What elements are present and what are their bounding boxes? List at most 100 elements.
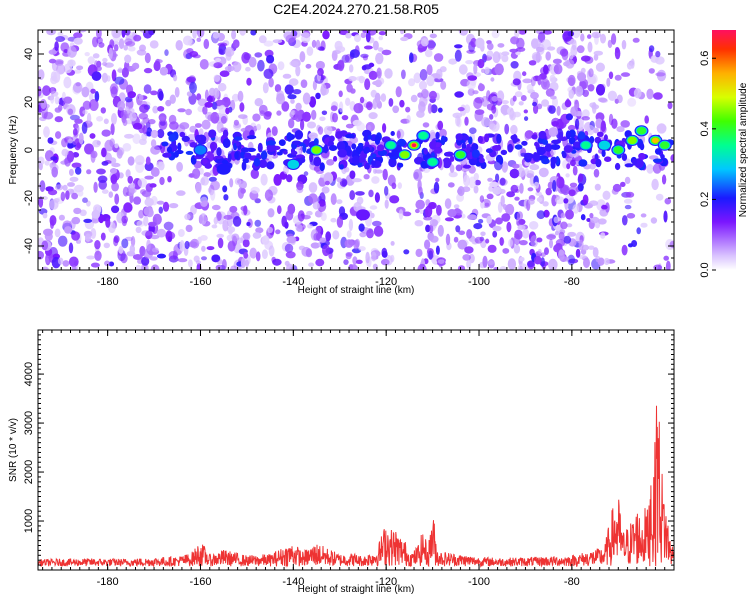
heatmap-noise-blob <box>82 100 92 110</box>
heatmap-noise-blob <box>512 78 521 86</box>
heatmap-noise-blob <box>514 229 523 240</box>
heatmap-noise-blob <box>132 133 141 145</box>
heatmap-noise-blob <box>336 199 343 205</box>
heatmap-noise-blob <box>606 77 611 87</box>
heatmap-noise-blob <box>243 232 251 240</box>
heatmap-noise-blob <box>296 181 304 191</box>
heatmap-noise-blob <box>49 215 57 226</box>
heatmap-noise-blob <box>101 161 109 166</box>
snr-y-axis: 1000 2000 3000 4000 <box>23 329 674 571</box>
heatmap-noise-blob <box>595 62 605 72</box>
heatmap-noise-blob <box>332 50 341 55</box>
heatmap-noise-blob <box>103 242 111 249</box>
heatmap-noise-blob <box>587 84 595 92</box>
heatmap-noise-blob <box>255 251 261 262</box>
heatmap-noise-blob <box>360 53 369 59</box>
heatmap-noise-blob <box>238 114 248 119</box>
heatmap-noise-blob <box>595 84 606 96</box>
heatmap-noise-blob <box>263 111 272 120</box>
heatmap-noise-blob <box>196 37 202 42</box>
x-tick-label: -80 <box>564 576 580 588</box>
heatmap-noise-blob <box>245 66 251 72</box>
heatmap-noise-blob <box>344 239 354 248</box>
heatmap-noise-blob <box>593 50 603 56</box>
heatmap-noise-blob <box>352 178 362 183</box>
heatmap-noise-blob <box>384 185 389 196</box>
heatmap-noise-blob <box>222 219 229 232</box>
heatmap-noise-blob <box>311 39 317 48</box>
heatmap-band-blob <box>323 144 329 154</box>
heatmap-noise-blob <box>189 81 197 94</box>
heatmap-noise-blob <box>514 196 520 201</box>
heatmap-noise-blob <box>518 30 527 35</box>
heatmap-noise-blob <box>123 133 134 139</box>
heatmap-noise-blob <box>598 97 608 103</box>
heatmap-noise-blob <box>101 147 107 158</box>
heatmap-noise-blob <box>94 250 102 261</box>
heatmap-band-blob <box>266 161 275 170</box>
heatmap-noise-blob <box>89 99 99 111</box>
heatmap-noise-blob <box>371 176 380 184</box>
heatmap-noise-blob <box>218 104 227 115</box>
heatmap-noise-blob <box>122 118 128 127</box>
heatmap-band-blob <box>660 154 665 160</box>
heatmap-noise-blob <box>501 161 508 173</box>
x-tick-label: -160 <box>189 276 211 288</box>
heatmap-noise-blob <box>405 106 411 113</box>
heatmap-noise-blob <box>84 52 90 57</box>
heatmap-noise-blob <box>82 110 88 115</box>
heatmap-noise-blob <box>366 229 374 239</box>
heatmap-noise-blob <box>210 112 220 124</box>
heatmap-noise-blob <box>582 109 590 118</box>
heatmap-noise-blob <box>91 217 100 224</box>
heatmap-noise-blob <box>499 266 507 270</box>
x-tick-label: -160 <box>189 576 211 588</box>
heatmap-noise-blob <box>338 206 346 217</box>
heatmap-noise-blob <box>458 30 469 36</box>
heatmap-noise-blob <box>295 102 302 111</box>
heatmap-noise-blob <box>146 239 151 252</box>
heatmap-noise-blob <box>111 113 117 125</box>
heatmap-noise-blob <box>44 160 50 166</box>
heatmap-band-blob <box>521 140 528 146</box>
heatmap-noise-blob <box>455 225 461 233</box>
heatmap-noise-blob <box>565 59 575 69</box>
heatmap-noise-blob <box>201 119 211 130</box>
heatmap-noise-blob <box>202 106 208 115</box>
heatmap-noise-blob <box>435 177 440 183</box>
heatmap-feature <box>416 130 431 142</box>
heatmap-band-blob <box>352 155 360 165</box>
heatmap-noise-blob <box>343 259 349 265</box>
heatmap-noise-blob <box>530 235 539 248</box>
heatmap-noise-blob <box>152 105 159 114</box>
heatmap-noise-blob <box>322 244 330 257</box>
heatmap-noise-blob <box>79 106 86 117</box>
heatmap-noise-blob <box>151 247 159 253</box>
heatmap-noise-blob <box>497 43 505 48</box>
heatmap-noise-blob <box>183 35 193 46</box>
heatmap-noise-blob <box>487 42 494 51</box>
heatmap-noise-blob <box>258 35 267 44</box>
heatmap-noise-blob <box>648 45 655 53</box>
heatmap-noise-blob <box>317 68 324 77</box>
heatmap-noise-blob <box>489 114 494 120</box>
heatmap-noise-blob <box>49 199 59 210</box>
heatmap-noise-blob <box>614 74 622 81</box>
heatmap-noise-blob <box>42 212 48 219</box>
heatmap-noise-blob <box>545 187 552 196</box>
heatmap-noise-blob <box>284 243 294 253</box>
x-tick-label: -100 <box>468 276 490 288</box>
heatmap-band-blob <box>339 164 344 170</box>
heatmap-noise-blob <box>232 39 240 48</box>
heatmap-noise-blob <box>473 97 483 109</box>
heatmap-band-blob <box>241 161 247 171</box>
heatmap-band-blob <box>455 133 464 141</box>
heatmap-noise-blob <box>528 60 537 66</box>
heatmap-noise-blob <box>500 195 505 207</box>
heatmap-noise-blob <box>149 183 157 188</box>
heatmap-noise-blob <box>626 213 636 219</box>
snr-background <box>38 330 674 570</box>
heatmap-noise-blob <box>168 251 178 260</box>
heatmap-noise-blob <box>260 173 268 186</box>
heatmap-noise-blob <box>179 122 190 130</box>
